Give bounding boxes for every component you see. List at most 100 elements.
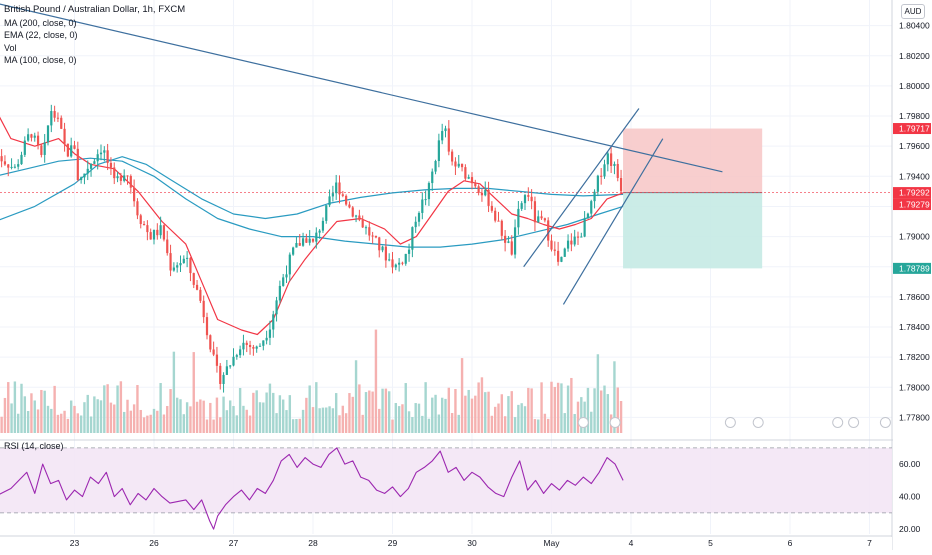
candle-body	[550, 240, 553, 250]
candle-body	[219, 365, 222, 384]
candle-body	[391, 259, 394, 268]
indicator-ma100[interactable]: MA (100, close, 0)	[4, 55, 77, 65]
volume-bar	[185, 402, 189, 433]
volume-bar	[527, 387, 530, 433]
trendlines[interactable]	[0, 3, 723, 305]
volume-bar	[7, 382, 10, 433]
target-stop-price-label: 1.79717	[899, 124, 930, 134]
stop-loss-zone	[623, 128, 763, 193]
volume-bar	[387, 391, 391, 433]
candle-body	[381, 246, 384, 251]
candle-body	[113, 167, 116, 179]
volume-bar	[487, 391, 490, 433]
volume-bar	[593, 388, 596, 433]
candle-body	[454, 161, 457, 167]
candle-body	[606, 153, 609, 165]
volume-bar	[381, 388, 384, 433]
volume-bar	[212, 419, 215, 433]
volume-bar	[590, 411, 593, 433]
candle-body	[576, 236, 580, 238]
target-stop-price-tag[interactable]	[893, 123, 931, 135]
volume-bar	[89, 416, 93, 433]
rsi-band	[0, 447, 892, 513]
volume-bar	[159, 383, 162, 433]
candle-body	[89, 163, 93, 169]
volume-bar	[576, 401, 580, 433]
volume-bar	[69, 400, 73, 433]
candle-body	[265, 337, 268, 341]
economic-events[interactable]	[577, 416, 891, 428]
candle-body	[361, 219, 364, 228]
candle-body	[7, 164, 10, 168]
indicator-ma200[interactable]: MA (200, close, 0)	[4, 17, 77, 28]
candle-body	[308, 238, 311, 243]
candle-body	[23, 140, 26, 155]
candle-body	[156, 229, 159, 236]
volume-bar	[119, 381, 123, 433]
channel-upper-line	[523, 108, 640, 268]
candle-body	[212, 349, 215, 355]
volume-bar	[252, 392, 255, 433]
candle-body	[30, 134, 33, 138]
volume-bar	[464, 395, 467, 433]
volume-bar	[411, 417, 414, 433]
volume-bar	[566, 385, 570, 433]
descending-trendline	[0, 3, 723, 173]
volume-bar	[321, 407, 325, 433]
candle-body	[451, 151, 454, 162]
volume-bar	[93, 396, 96, 433]
ma-price-tag[interactable]	[893, 199, 931, 211]
candle-body	[3, 161, 7, 165]
event-flag-icon	[752, 416, 764, 428]
price-tick-label: 1.78200	[899, 352, 930, 362]
position-tool[interactable]	[0, 128, 892, 269]
candle-body	[199, 289, 202, 301]
volume-bar	[116, 385, 119, 433]
volume-bar	[351, 396, 354, 433]
candle-body	[603, 164, 606, 177]
volume-bar	[563, 413, 566, 433]
time-tick-label: 28	[308, 538, 318, 548]
volume-bar	[348, 393, 351, 433]
volume-bar	[421, 415, 424, 433]
candle-body	[497, 220, 500, 222]
time-axis[interactable]: 23 26 27 28 29 30 May 4 5 6 7	[0, 537, 892, 550]
candle-body	[268, 329, 272, 338]
volume-bar	[490, 415, 494, 433]
time-tick-label: 23	[70, 538, 80, 548]
volume-bar	[318, 408, 321, 433]
rsi-label[interactable]: RSI (14, close)	[4, 441, 64, 451]
volume-bar	[83, 402, 86, 433]
volume-bar	[30, 393, 33, 433]
candle-body	[384, 246, 387, 261]
volume-bar	[172, 351, 176, 433]
volume-bar	[219, 417, 222, 433]
currency-badge[interactable]: AUD	[901, 4, 925, 19]
candle-body	[421, 199, 424, 213]
volume-bar	[179, 399, 182, 433]
take-profit-price-tag[interactable]	[893, 262, 931, 274]
last-price-tag[interactable]	[893, 187, 931, 199]
event-flag-icon	[879, 416, 891, 428]
candle-body	[305, 238, 308, 243]
candle-body	[0, 156, 3, 162]
candle-body	[60, 117, 63, 129]
candle-body	[527, 195, 530, 197]
volume-bar	[23, 396, 27, 433]
volume-bar	[364, 392, 368, 433]
volume-bar	[311, 407, 315, 433]
indicator-ema22[interactable]: EMA (22, close, 0)	[4, 30, 78, 40]
candle-body	[434, 160, 437, 172]
volume-bar	[520, 403, 523, 433]
candle-body	[490, 205, 493, 211]
indicator-vol[interactable]: Vol	[4, 42, 17, 53]
symbol-title[interactable]: British Pound / Australian Dollar, 1h, F…	[4, 4, 186, 15]
candle-body	[123, 175, 126, 181]
volume-bar	[586, 387, 590, 433]
volume-bar	[384, 388, 388, 433]
volume-bar	[599, 390, 603, 433]
price-axis[interactable]: 1.80400 1.80200 1.80000 1.79800 1.79600 1.794…	[893, 0, 932, 550]
volume-bar	[149, 414, 152, 433]
